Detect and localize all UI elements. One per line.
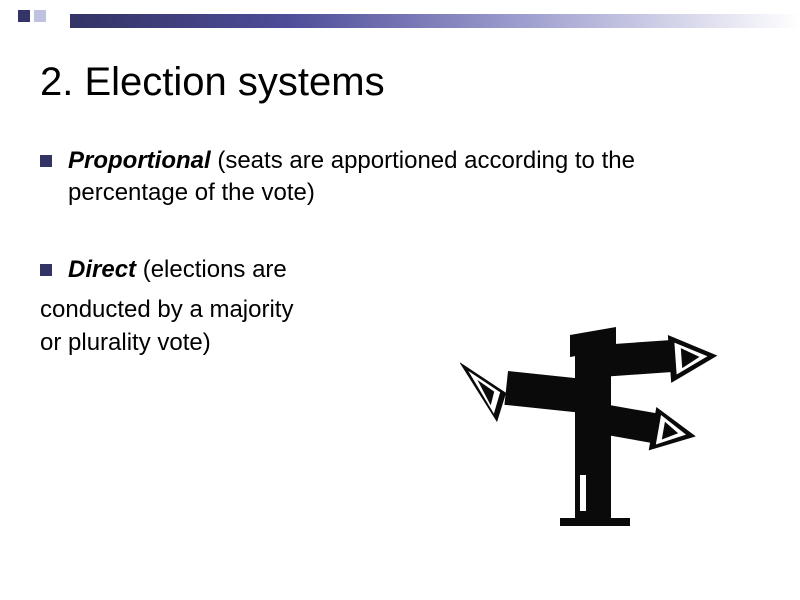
bullet-marker — [40, 155, 52, 167]
decor-squares — [18, 10, 46, 22]
bullet-lead-proportional: Proportional — [68, 147, 211, 174]
bullet-list: Proportional (seats are apportioned acco… — [40, 145, 760, 210]
bullet-rest-direct: (elections are — [136, 256, 287, 283]
spacer — [40, 218, 760, 254]
bullet-marker — [40, 264, 52, 276]
decor-gradient-bar — [70, 14, 800, 28]
signpost-arrows-icon — [460, 275, 720, 535]
bullet-item-proportional: Proportional (seats are apportioned acco… — [40, 145, 760, 210]
page-title: 2. Election systems — [40, 60, 760, 105]
slide-top-decoration — [0, 10, 800, 34]
bullet-lead-direct: Direct — [68, 256, 136, 283]
decor-square-dark — [18, 10, 30, 22]
decor-square-light — [34, 10, 46, 22]
